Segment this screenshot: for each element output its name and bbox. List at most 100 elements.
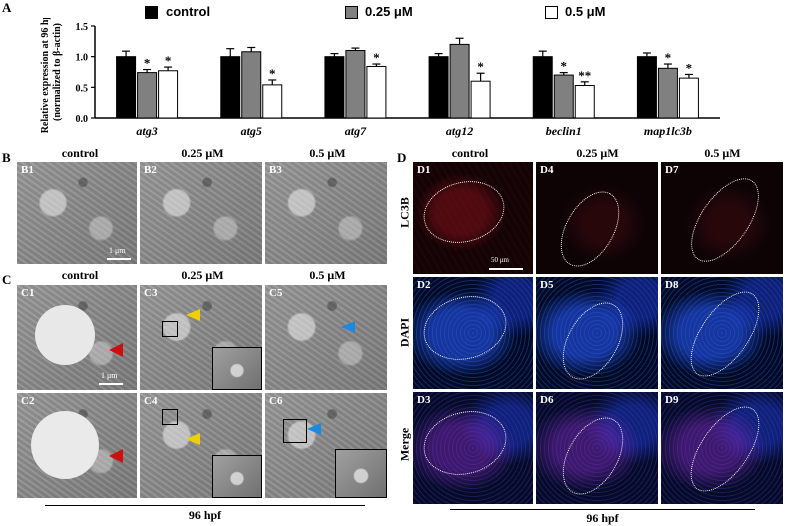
b-scale-bar [107, 258, 131, 260]
c5-image: C5 [265, 285, 387, 390]
bar [574, 84, 595, 119]
b-header-low: 0.25 μM [181, 146, 224, 160]
c5-blue-arrow [341, 321, 355, 333]
bar [428, 56, 449, 119]
panel-b-letter: B [2, 150, 11, 165]
d6-image: D6 [536, 392, 658, 505]
legend-label-high: 0.5 μM [565, 4, 606, 19]
d1-image: D1 50 μm [413, 162, 533, 274]
c2-red-arrow [109, 449, 123, 463]
bar [241, 51, 262, 119]
c-header-high: 0.5 μM [309, 268, 346, 282]
b1-label: B1 [21, 164, 34, 176]
bar [449, 43, 470, 119]
c-header-control: control [61, 268, 99, 282]
x-category-label: beclin1 [546, 124, 582, 138]
c3-inset [212, 347, 262, 390]
b3-image: B3 [265, 162, 387, 264]
d7-label: D7 [665, 164, 679, 176]
bar [220, 56, 241, 119]
d9-image: D9 [661, 392, 783, 504]
c4-yellow-arrow [186, 433, 200, 445]
d-row-dapi: DAPI [397, 317, 412, 348]
bar [636, 56, 657, 119]
d4-label: D4 [540, 164, 554, 176]
d-header-control: control [451, 146, 489, 160]
bar [366, 65, 387, 119]
b-header-control: control [61, 146, 99, 160]
c-scale-label: 1 μm [101, 371, 118, 380]
d8-label: D8 [665, 279, 679, 291]
y-tick-label: 0.0 [76, 114, 89, 125]
b1-image: B1 1 μm [17, 162, 137, 264]
c-footer-label: 96 hpf [188, 508, 222, 522]
d-scale-label: 50 μm [491, 256, 509, 264]
c1-label: C1 [21, 287, 35, 299]
y-axis-label: (normalized to β-actin) [52, 23, 63, 121]
c2-label: C2 [21, 395, 35, 407]
d6-label: D6 [540, 394, 554, 406]
b3-label: B3 [269, 164, 282, 176]
c6-zoom-box [283, 419, 307, 443]
d5-label: D5 [540, 279, 554, 291]
d3-image: D3 [413, 392, 533, 504]
legend-swatch-high [545, 6, 558, 19]
c4-label: C4 [144, 395, 158, 407]
c4-inset [212, 455, 262, 498]
bar [262, 84, 283, 119]
legend-swatch-low [345, 6, 358, 19]
b-header-high: 0.5 μM [309, 146, 346, 160]
c6-image: C6 [265, 393, 387, 498]
legend-swatch-control [145, 6, 158, 19]
significance-mark: * [561, 59, 568, 74]
d-header-low: 0.25 μM [576, 146, 619, 160]
bar [116, 56, 137, 119]
d3-outline [416, 402, 514, 484]
d2-outline [416, 287, 514, 369]
d2-label: D2 [417, 279, 431, 291]
x-category-label: atg12 [446, 124, 473, 138]
c5-label: C5 [269, 287, 283, 299]
bar [532, 56, 553, 119]
y-tick-label: 1.0 [76, 53, 89, 64]
c-scale-bar [99, 383, 123, 385]
bar [553, 74, 574, 119]
y-axis-label: Relative expression at 96 hpf [40, 18, 51, 133]
b-scale-label: 1 μm [109, 246, 126, 255]
significance-mark: * [373, 50, 380, 65]
y-tick-label: 1.5 [76, 22, 89, 33]
x-category-label: atg3 [136, 124, 157, 138]
d8-image: D8 [661, 277, 783, 389]
d2-image: D2 [413, 277, 533, 389]
panel-d-letter: D [397, 150, 407, 165]
bar [678, 77, 699, 119]
c1-red-arrow [109, 343, 123, 357]
d5-image: D5 [536, 277, 658, 390]
x-category-label: atg5 [241, 124, 262, 138]
c1-autophagosome [35, 305, 95, 365]
d5-outline [550, 292, 636, 390]
panel-c-letter: C [2, 272, 12, 287]
c-footer-line [45, 505, 365, 506]
panel-a-letter: A [2, 0, 12, 15]
d7-image: D7 [661, 162, 783, 274]
significance-mark: * [144, 56, 151, 71]
significance-mark: * [665, 50, 672, 65]
c-header-low: 0.25 μM [181, 268, 224, 282]
d-row-merge: Merge [397, 427, 412, 462]
c2-autophagosome [31, 411, 99, 479]
d9-label: D9 [665, 394, 679, 406]
b2-image: B2 [140, 162, 262, 264]
bar [137, 72, 158, 119]
d4-image: D4 [536, 162, 658, 277]
bar-chart: 0.0 0.5 1.0 1.5 Relative expression at 96 hp… [40, 18, 720, 138]
d9-outline [677, 395, 773, 503]
significance-mark: ** [578, 68, 591, 83]
x-category-label: atg7 [345, 124, 367, 138]
c1-image: C1 1 μm [17, 285, 137, 390]
b2-label: B2 [144, 164, 157, 176]
d6-outline [550, 407, 636, 505]
d-footer-label: 96 hpf [586, 511, 619, 525]
bar [324, 56, 345, 119]
c6-label: C6 [269, 395, 283, 407]
